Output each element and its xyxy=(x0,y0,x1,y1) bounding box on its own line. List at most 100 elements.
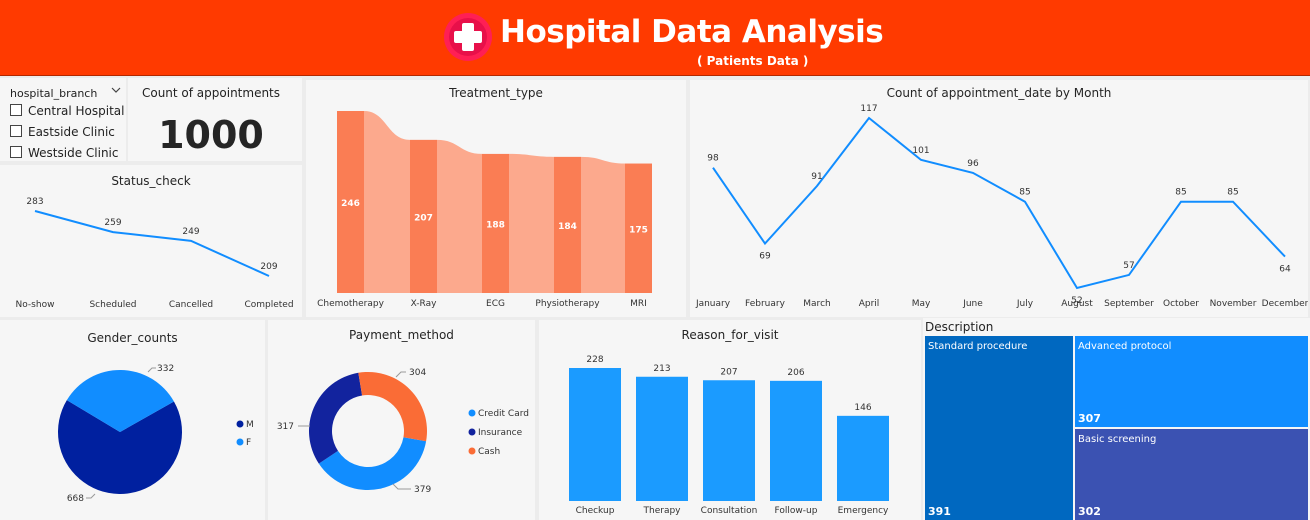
gender-data-label: 332 xyxy=(157,364,174,374)
reason-bar xyxy=(770,380,822,501)
reason-bar xyxy=(569,368,621,501)
treatment-ribbon-chart: 246 Chemotherapy 207 X-Ray 188 ECG 184 Physioth… xyxy=(317,111,652,309)
month-data-label: 96 xyxy=(967,159,979,169)
treatment-data-label: 175 xyxy=(629,225,648,235)
treatment-tick-label: Physiotherapy xyxy=(535,299,600,309)
payment-slice xyxy=(318,437,427,490)
month-tick-label: November xyxy=(1210,299,1257,309)
treatment-bar xyxy=(625,163,652,293)
chevron-down-icon[interactable] xyxy=(110,84,122,96)
month-data-label: 64 xyxy=(1279,265,1291,275)
treatment-tick-label: ECG xyxy=(486,299,505,309)
month-data-label: 57 xyxy=(1123,261,1134,271)
payment-chart-title: Payment_method xyxy=(349,328,454,342)
payment-legend-marker xyxy=(468,409,476,417)
medical-cross-icon xyxy=(444,13,492,61)
treatment-chart-panel: Treatment_type 246 Chemotherapy 207 X-Ray 18… xyxy=(306,80,686,317)
reason-data-label: 228 xyxy=(586,355,603,365)
month-tick-label: October xyxy=(1163,299,1199,309)
month-tick-label: August xyxy=(1061,299,1093,309)
payment-legend-label: Cash xyxy=(478,447,500,457)
reason-tick-label: Therapy xyxy=(643,506,682,516)
treatment-tick-label: Chemotherapy xyxy=(317,299,384,309)
slicer-title: hospital_branch xyxy=(10,87,98,100)
payment-chart-panel: Payment_method 304 317 379 Credit Card Insur… xyxy=(268,320,535,520)
slicer-option-westside[interactable]: Westside Clinic xyxy=(10,146,119,162)
gender-leader-line xyxy=(86,493,96,499)
month-tick-label: December xyxy=(1262,299,1308,309)
checkbox-icon[interactable] xyxy=(10,104,22,116)
checkbox-icon[interactable] xyxy=(10,146,22,158)
gender-legend-marker xyxy=(236,420,244,428)
month-data-label: 85 xyxy=(1227,188,1238,198)
payment-leader-line xyxy=(395,371,406,378)
payment-slice xyxy=(309,372,363,464)
gender-slice xyxy=(66,370,174,432)
treatment-ribbon xyxy=(364,111,410,293)
status-line-chart: 283 No-show 259 Scheduled 249 Cancelled 209 Com… xyxy=(16,197,294,310)
month-data-label: 52 xyxy=(1071,296,1082,306)
month-tick-label: September xyxy=(1104,299,1154,309)
status-tick-label: No-show xyxy=(16,300,55,310)
kpi-card xyxy=(128,78,302,161)
month-tick-label: July xyxy=(1016,299,1034,309)
payment-legend-label: Insurance xyxy=(478,428,523,438)
status-chart-title: Status_check xyxy=(111,174,191,188)
payment-legend-label: Credit Card xyxy=(478,409,529,419)
slicer-option-central[interactable]: Central Hospital xyxy=(10,104,124,120)
payment-legend-marker xyxy=(468,447,476,455)
kpi-label: Count of appointments xyxy=(141,86,281,100)
payment-donut-chart: 304 317 379 Credit Card Insurance Cash xyxy=(277,368,529,495)
gender-chart-panel: Gender_counts 332 668 M F xyxy=(0,320,265,520)
treemap-tile-basic[interactable]: Basic screening 302 xyxy=(1075,429,1308,520)
payment-leader-line xyxy=(392,483,411,490)
gender-leader-line xyxy=(147,367,156,373)
status-data-label: 249 xyxy=(182,227,199,237)
treatment-tick-label: MRI xyxy=(630,299,647,309)
month-data-label: 98 xyxy=(707,154,719,164)
treatment-ribbon xyxy=(509,153,554,293)
reason-bar xyxy=(636,376,688,501)
reason-data-label: 146 xyxy=(854,403,871,413)
treatment-data-label: 207 xyxy=(414,213,433,223)
payment-legend-marker xyxy=(468,428,476,436)
treemap-tile-advanced[interactable]: Advanced protocol 307 xyxy=(1075,336,1308,427)
reason-data-label: 206 xyxy=(787,368,804,378)
status-tick-label: Completed xyxy=(244,300,293,310)
month-data-label: 117 xyxy=(860,104,877,114)
status-data-label: 209 xyxy=(260,262,277,272)
status-data-label: 259 xyxy=(104,218,121,228)
payment-slice xyxy=(358,372,427,442)
month-data-label: 91 xyxy=(811,172,822,182)
treatment-data-label: 184 xyxy=(558,222,577,232)
reason-bar xyxy=(703,380,755,501)
status-data-label: 283 xyxy=(26,197,43,207)
kpi-value: 1000 xyxy=(158,113,264,157)
treatment-chart-title: Treatment_type xyxy=(449,86,543,100)
treatment-tick-label: X-Ray xyxy=(411,299,438,309)
treemap-tile-standard[interactable]: Standard procedure 391 xyxy=(925,336,1073,520)
month-data-label: 69 xyxy=(759,252,771,262)
treatment-bar xyxy=(482,153,509,293)
status-series-line xyxy=(34,210,270,277)
treatment-bar xyxy=(554,156,581,293)
status-tick-label: Cancelled xyxy=(169,300,213,310)
reason-bar-chart: 228 Checkup 213 Therapy 207 Consultation 206 Fo… xyxy=(569,355,889,516)
gender-legend-label: M xyxy=(246,420,254,430)
treatment-ribbon xyxy=(581,156,625,293)
slicer-option-eastside[interactable]: Eastside Clinic xyxy=(10,125,115,141)
gender-chart-title: Gender_counts xyxy=(87,331,178,345)
treatment-bar xyxy=(410,139,437,293)
month-tick-label: January xyxy=(695,299,731,309)
month-data-label: 101 xyxy=(912,146,929,156)
month-tick-label: May xyxy=(912,299,931,309)
gender-pie-chart: 332 668 MF xyxy=(57,364,254,504)
payment-data-label: 317 xyxy=(277,422,294,432)
payment-data-label: 379 xyxy=(414,485,431,495)
reason-bar xyxy=(837,415,889,501)
gender-legend-label: F xyxy=(246,438,251,448)
month-data-label: 85 xyxy=(1019,188,1030,198)
treatment-data-label: 246 xyxy=(341,199,360,209)
checkbox-icon[interactable] xyxy=(10,125,22,137)
reason-tick-label: Checkup xyxy=(576,506,615,516)
